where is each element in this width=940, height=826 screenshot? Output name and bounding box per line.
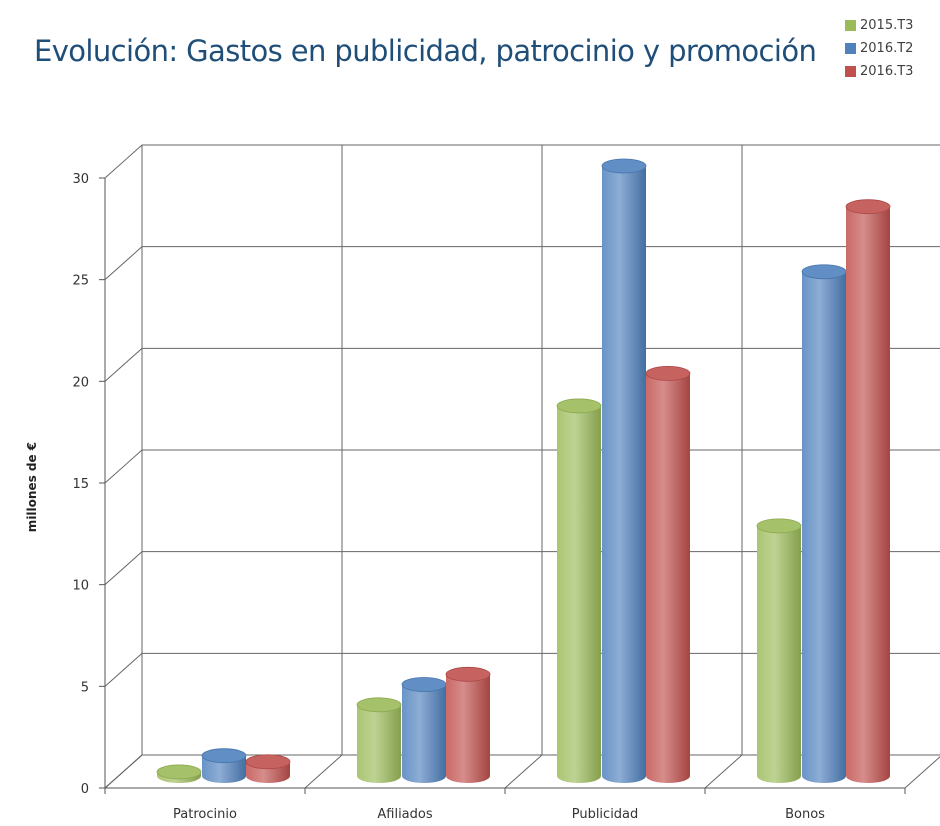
bar-top [445,666,491,682]
bar-top [645,365,691,381]
legend-swatch [845,43,856,54]
bar-body [846,206,890,783]
floor-divider [104,754,143,789]
y-tick-label: 5 [81,680,89,695]
gridline-side [104,246,143,281]
bar-2016.T2-Publicidad [601,158,647,783]
bar-top [245,754,291,770]
bar-top [556,398,602,414]
bar-body [202,755,246,783]
y-tick-label: 30 [72,172,89,187]
x-tick-label: Publicidad [572,807,639,822]
bar-2016.T3-Publicidad [645,365,691,783]
legend-label: 2016.T2 [860,41,914,56]
gridline-side [104,652,143,687]
floor-divider [504,754,543,789]
legend: 2015.T3 2016.T2 2016.T3 [845,14,913,83]
bar-2016.T3-Patrocinio [245,754,291,783]
bar-2016.T3-Bonos [845,199,891,783]
bar-top [801,264,847,280]
bar-2016.T2-Afiliados [401,677,447,783]
gridline-side [104,347,143,382]
y-tick-label: 20 [72,375,89,390]
bar-2016.T3-Afiliados [445,666,491,783]
y-tick-label: 0 [81,782,89,797]
gridline-side [104,144,143,179]
bar-body [357,704,401,783]
x-tick-label: Afiliados [377,807,432,822]
x-tick-label: Bonos [785,807,825,822]
bar-body [646,373,690,783]
bar-2016.T2-Bonos [801,264,847,783]
legend-label: 2016.T3 [860,64,914,79]
bar-body [557,405,601,783]
bar-top [356,697,402,713]
legend-label: 2015.T3 [860,18,914,33]
y-tick-label: 10 [72,579,89,594]
floor-divider [904,756,940,789]
bar-top [756,518,802,534]
y-tick-label: 25 [72,274,89,289]
gridline-side [104,449,143,484]
bar-body [446,674,490,783]
bar-top [156,764,202,780]
chart-title: Evolución: Gastos en publicidad, patroci… [34,34,817,68]
bar-2015.T3-Bonos [756,518,802,783]
bar-top [201,748,247,764]
gridline-side [104,551,143,586]
legend-item: 2015.T3 [845,14,913,37]
y-tick-label: 15 [72,477,89,492]
x-tick-label: Patrocinio [173,807,237,822]
legend-item: 2016.T3 [845,60,913,83]
bar-2015.T3-Publicidad [556,398,602,783]
bar-body [802,271,846,783]
floor-divider [304,754,343,789]
bar-2015.T3-Patrocinio [156,764,202,783]
bar-top [401,677,447,692]
bar-body [402,684,446,783]
bar-2016.T2-Patrocinio [201,748,247,783]
legend-swatch [845,20,856,31]
bar-2015.T3-Afiliados [356,697,402,783]
legend-item: 2016.T2 [845,37,913,60]
bar-top [845,199,891,215]
bar-body [757,525,801,783]
floor-divider [704,754,743,789]
bar-top [601,158,647,174]
legend-swatch [845,66,856,77]
bar-body [602,166,646,783]
